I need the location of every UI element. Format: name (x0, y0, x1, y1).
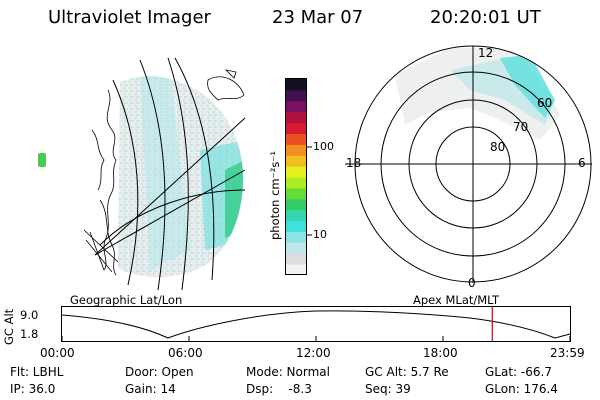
colorbar-stripe (286, 177, 306, 189)
altitude-frame (61, 306, 571, 342)
colorbar-stripe (286, 155, 306, 167)
colorbar-stripe (286, 242, 306, 254)
colorbar (285, 78, 312, 276)
colorbar-stripe (286, 198, 306, 211)
colorbar-gradient (286, 79, 306, 276)
date-label: 23 Mar 07 (272, 7, 364, 28)
map-grid (94, 57, 246, 291)
colorbar-stripe (286, 220, 306, 232)
colorbar-stripe (286, 253, 306, 265)
mlt-label-12: 12 (478, 46, 494, 60)
lat-label-80: 80 (490, 140, 506, 154)
colorbar-stripe (286, 100, 306, 113)
lat-label-60: 60 (537, 96, 553, 110)
gain-value: Gain: 14 (125, 382, 176, 396)
apex-label: Apex MLat/MLT (413, 293, 500, 307)
xtick-0600: 06:00 (168, 346, 203, 360)
aurora-image-polar (395, 48, 560, 140)
altitude-ytick-low: 1.8 (20, 327, 39, 341)
xtick-1200: 12:00 (296, 346, 331, 360)
xtick-2359: 23:59 (550, 346, 585, 360)
instrument-title: Ultraviolet Imager (48, 7, 211, 28)
colorbar-stripe (286, 209, 306, 222)
ip-value: IP: 36.0 (10, 382, 56, 396)
time-label: 20:20:01 UT (430, 7, 541, 28)
mode-value: Mode: Normal (246, 365, 330, 379)
seq-value: Seq: 39 (365, 382, 411, 396)
bright-spot (38, 153, 46, 167)
dsp-value: Dsp: -8.3 (246, 382, 312, 396)
door-value: Door: Open (125, 365, 194, 379)
colorbar-stripe (286, 89, 306, 102)
lat-label-70: 70 (513, 120, 529, 134)
colorbar-stripe (286, 166, 306, 178)
altitude-ytick-high: 9.0 (20, 308, 39, 322)
colorbar-stripe (286, 231, 306, 243)
xtick-1800: 18:00 (423, 346, 458, 360)
xtick-0000: 00:00 (40, 346, 75, 360)
colorbar-label-100: 100 (313, 140, 334, 153)
flt-value: Flt: LBHL (10, 365, 64, 379)
colorbar-stripe (286, 133, 306, 145)
coastlines (83, 69, 245, 276)
colorbar-stripe (286, 122, 306, 134)
altitude-curve (61, 310, 571, 339)
colorbar-stripe (286, 264, 306, 276)
gc-alt-value: GC Alt: 5.7 Re (365, 365, 449, 379)
mlt-label-0: 0 (468, 276, 476, 290)
geographic-label: Geographic Lat/Lon (70, 293, 183, 307)
mlt-label-6: 6 (578, 156, 586, 170)
mlt-label-18: 18 (346, 156, 362, 170)
colorbar-label-10: 10 (313, 228, 327, 241)
polar-grid (345, 45, 592, 283)
colorbar-stripe (286, 111, 306, 124)
altitude-xticks (61, 336, 571, 341)
colorbar-stripe (286, 187, 306, 200)
colorbar-stripe (286, 79, 306, 91)
colorbar-stripe (286, 144, 306, 156)
glon-value: GLon: 176.4 (485, 382, 558, 396)
glat-value: GLat: -66.7 (485, 365, 552, 379)
